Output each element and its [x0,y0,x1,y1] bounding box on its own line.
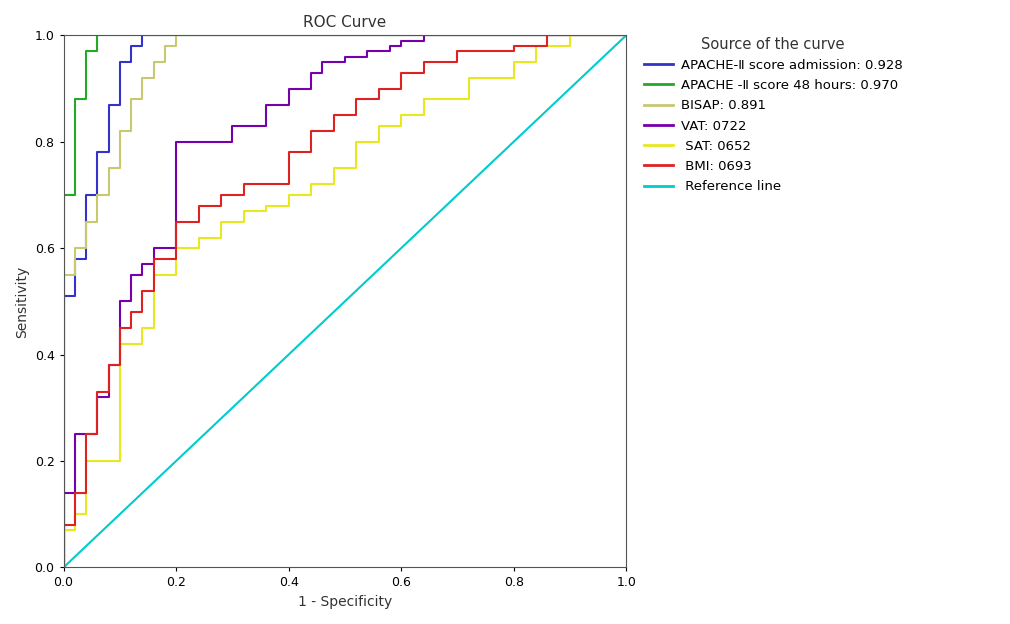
X-axis label: 1 - Specificity: 1 - Specificity [298,595,392,609]
Legend: APACHE-Ⅱ score admission: 0.928, APACHE -Ⅱ score 48 hours: 0.970, BISAP: 0.891, : APACHE-Ⅱ score admission: 0.928, APACHE … [638,31,908,198]
Y-axis label: Sensitivity: Sensitivity [15,265,29,338]
Title: ROC Curve: ROC Curve [303,15,387,30]
